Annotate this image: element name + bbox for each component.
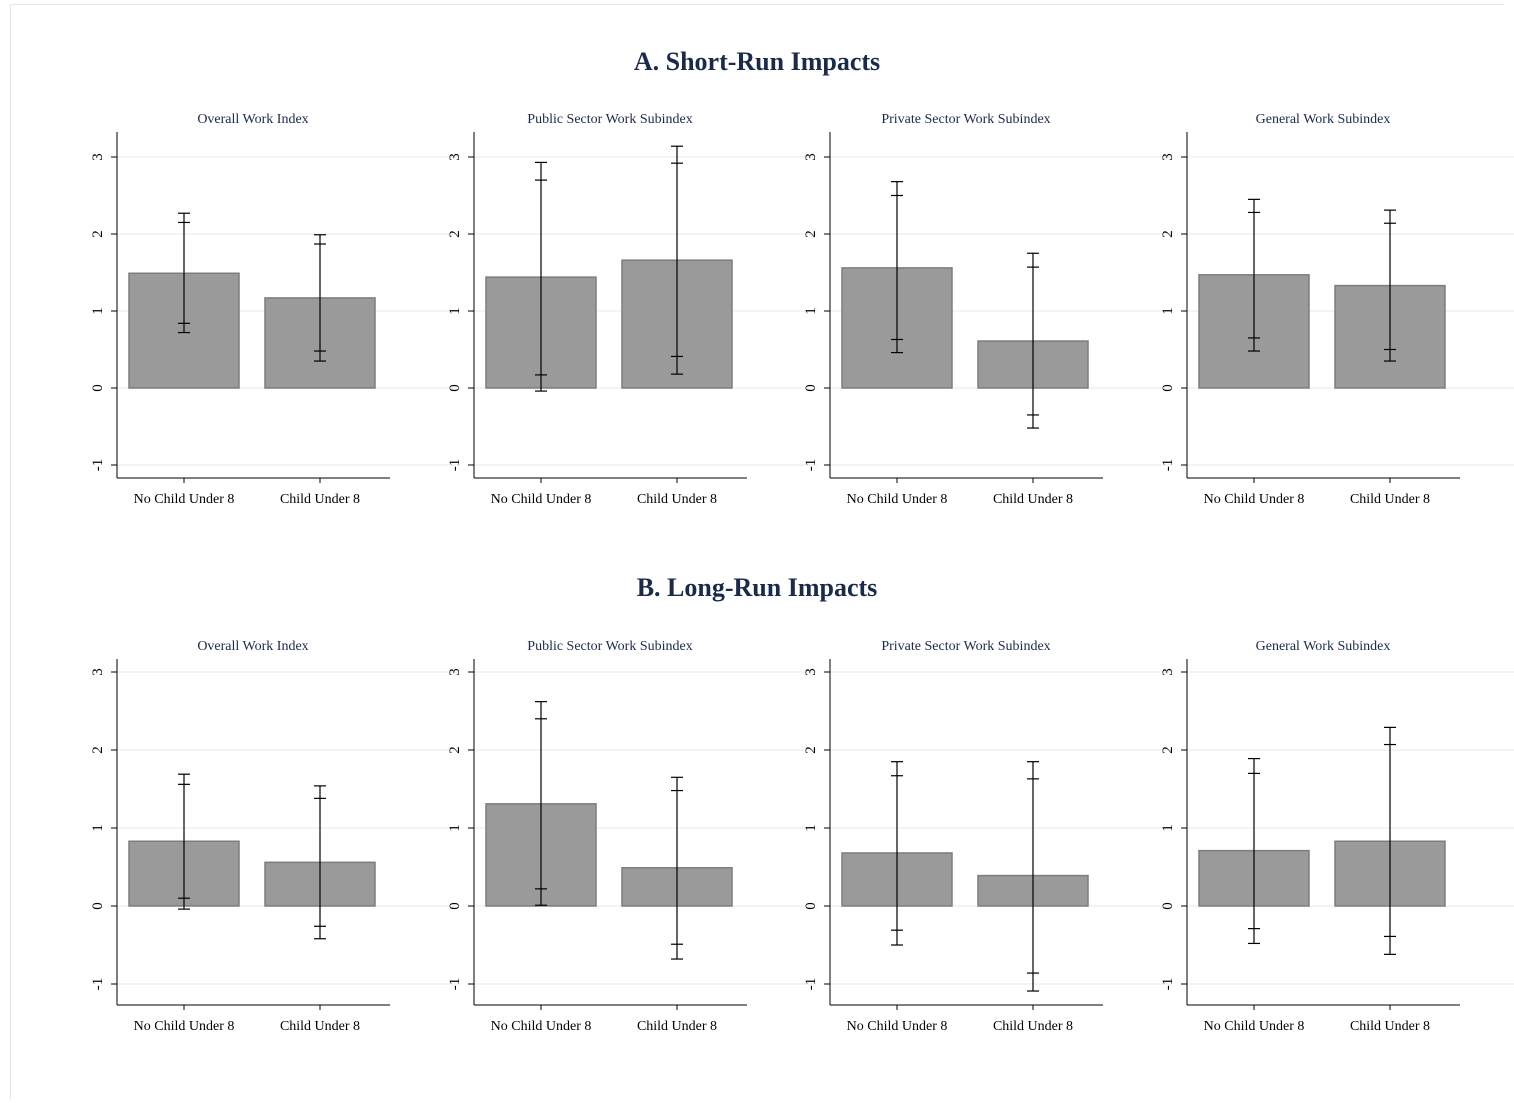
y-tick-label: 1	[90, 307, 106, 315]
y-tick-label: 0	[803, 384, 819, 392]
subchart-title: Private Sector Work Subindex	[881, 112, 1050, 127]
y-tick-label: 3	[447, 668, 463, 676]
x-tick-label: Child Under 8	[993, 492, 1073, 507]
y-tick-label: 3	[90, 153, 106, 161]
subchart-title: Public Sector Work Subindex	[527, 112, 692, 127]
subchart: Overall Work Index -1 0 1 2 3 No Child Under 8…	[90, 112, 460, 507]
subchart-title: Public Sector Work Subindex	[527, 639, 692, 654]
x-tick-label: Child Under 8	[637, 492, 717, 507]
subchart: Public Sector Work Subindex -1 0 1 2 3 No Chil…	[447, 112, 817, 507]
y-tick-label: 3	[1160, 668, 1176, 676]
y-tick-label: -1	[1160, 459, 1176, 472]
panel-b-title: B. Long-Run Impacts	[636, 573, 878, 602]
y-tick-label: 1	[447, 307, 463, 315]
x-tick-label: No Child Under 8	[847, 1019, 948, 1034]
x-tick-label: Child Under 8	[1350, 492, 1430, 507]
y-tick-label: -1	[447, 978, 463, 991]
subchart: Overall Work Index -1 0 1 2 3 No Child Under 8…	[90, 639, 460, 1034]
y-tick-label: 0	[447, 902, 463, 910]
x-tick-label: Child Under 8	[280, 492, 360, 507]
x-tick-label: No Child Under 8	[1204, 1019, 1305, 1034]
y-tick-label: -1	[90, 978, 106, 991]
y-tick-label: 3	[90, 668, 106, 676]
x-tick-label: Child Under 8	[637, 1019, 717, 1034]
x-tick-label: No Child Under 8	[134, 492, 235, 507]
x-tick-label: Child Under 8	[1350, 1019, 1430, 1034]
y-tick-label: 2	[447, 230, 463, 238]
y-tick-label: 1	[803, 307, 819, 315]
y-tick-label: 2	[803, 746, 819, 754]
subchart-title: Private Sector Work Subindex	[881, 639, 1050, 654]
y-tick-label: 0	[1160, 384, 1176, 392]
x-tick-label: No Child Under 8	[491, 1019, 592, 1034]
y-tick-label: 3	[447, 153, 463, 161]
y-tick-label: 2	[90, 230, 106, 238]
x-tick-label: Child Under 8	[993, 1019, 1073, 1034]
subchart-title: Overall Work Index	[197, 112, 308, 127]
subchart: Private Sector Work Subindex -1 0 1 2 3 No Chi…	[803, 112, 1173, 507]
y-tick-label: 1	[447, 824, 463, 832]
subchart-title: Overall Work Index	[197, 639, 308, 654]
y-tick-label: 0	[803, 902, 819, 910]
subchart: Public Sector Work Subindex -1 0 1 2 3 No Chil…	[447, 639, 817, 1034]
x-tick-label: No Child Under 8	[134, 1019, 235, 1034]
panel-a-title: A. Short-Run Impacts	[633, 47, 881, 76]
y-tick-label: 3	[803, 668, 819, 676]
subchart: General Work Subindex -1 0 1 2 3 No Child Unde…	[1160, 112, 1514, 507]
y-tick-label: -1	[803, 978, 819, 991]
subchart: General Work Subindex -1 0 1 2 3 No Child Unde…	[1160, 639, 1514, 1034]
x-tick-label: No Child Under 8	[847, 492, 948, 507]
subchart-title: General Work Subindex	[1256, 112, 1391, 127]
x-tick-label: No Child Under 8	[491, 492, 592, 507]
y-tick-label: 0	[447, 384, 463, 392]
figure-frame	[10, 4, 1504, 1099]
y-tick-label: -1	[803, 459, 819, 472]
y-tick-label: 2	[447, 746, 463, 754]
y-tick-label: 2	[1160, 746, 1176, 754]
x-tick-label: Child Under 8	[280, 1019, 360, 1034]
x-tick-label: No Child Under 8	[1204, 492, 1305, 507]
y-tick-label: 3	[803, 153, 819, 161]
y-tick-label: -1	[90, 459, 106, 472]
y-tick-label: -1	[1160, 978, 1176, 991]
y-tick-label: 0	[1160, 902, 1176, 910]
subchart-title: General Work Subindex	[1256, 639, 1391, 654]
y-tick-label: 2	[90, 746, 106, 754]
y-tick-label: 0	[90, 902, 106, 910]
y-tick-label: 2	[1160, 230, 1176, 238]
y-tick-label: 1	[1160, 824, 1176, 832]
y-tick-label: 3	[1160, 153, 1176, 161]
y-tick-label: 1	[1160, 307, 1176, 315]
y-tick-label: 0	[90, 384, 106, 392]
y-tick-label: 2	[803, 230, 819, 238]
y-tick-label: 1	[803, 824, 819, 832]
y-tick-label: 1	[90, 824, 106, 832]
y-tick-label: -1	[447, 459, 463, 472]
subchart: Private Sector Work Subindex -1 0 1 2 3 No Chi…	[803, 639, 1173, 1034]
